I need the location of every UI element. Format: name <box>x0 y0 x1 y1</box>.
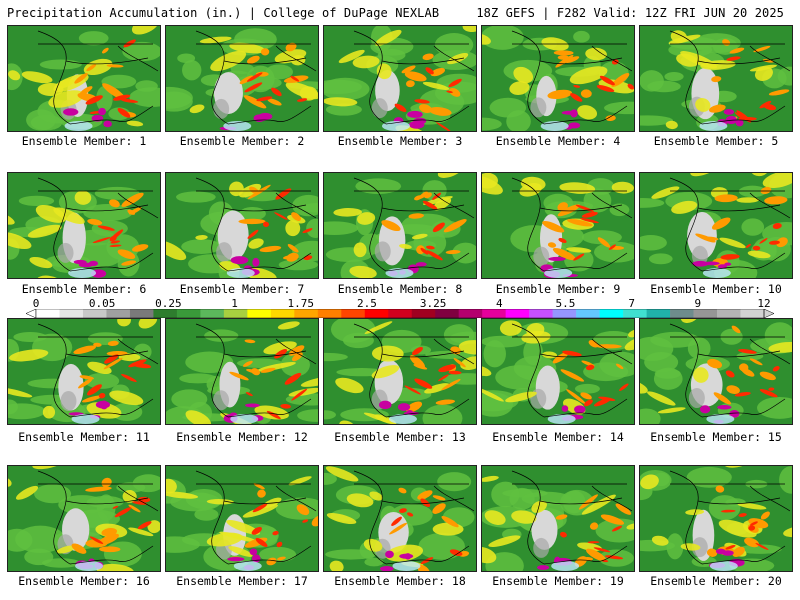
colorbar-swatch <box>176 309 201 318</box>
colorbar-tick-label: 4 <box>495 297 503 310</box>
ensemble-member-map <box>481 172 635 279</box>
ensemble-member-map <box>165 25 319 132</box>
colorbar-tick-label: 1 <box>231 297 238 310</box>
colorbar-swatch <box>482 309 506 318</box>
colorbar-max-arrow <box>763 309 774 318</box>
ensemble-member-label: Ensemble Member: 6 <box>21 282 147 296</box>
colorbar-tick-label: 1.75 <box>287 297 314 310</box>
ensemble-member-map <box>639 318 793 425</box>
colorbar-swatch <box>411 309 436 318</box>
colorbar-swatch <box>106 309 131 318</box>
ensemble-member-label: Ensemble Member: 2 <box>179 134 305 148</box>
colorbar-swatch <box>341 309 366 318</box>
ensemble-member-map <box>7 25 161 132</box>
colorbar-swatch <box>59 309 84 318</box>
colorbar-swatch <box>505 309 530 318</box>
colorbar-swatch <box>646 309 671 318</box>
ensemble-member-label: Ensemble Member: 8 <box>337 282 463 296</box>
product-title: Precipitation Accumulation (in.) | Colle… <box>7 6 440 20</box>
ensemble-member-label: Ensemble Member: 15 <box>650 430 782 444</box>
ensemble-member-label: Ensemble Member: 13 <box>334 430 466 444</box>
ensemble-member-map <box>639 465 793 572</box>
colorbar-tick-label: 0.25 <box>155 297 182 310</box>
ensemble-member-label: Ensemble Member: 1 <box>21 134 147 148</box>
ensemble-member-map <box>323 25 477 132</box>
colorbar-tick-label: 0 <box>32 297 40 310</box>
colorbar-swatch <box>693 309 718 318</box>
ensemble-member-map <box>639 25 793 132</box>
ensemble-member-map <box>481 465 635 572</box>
ensemble-member-label: Ensemble Member: 10 <box>650 282 782 296</box>
ensemble-member-map <box>323 172 477 279</box>
ensemble-member-label: Ensemble Member: 12 <box>176 430 308 444</box>
ensemble-member-label: Ensemble Member: 9 <box>495 282 621 296</box>
run-valid-time: 18Z GEFS | F282 Valid: 12Z FRI JUN 20 20… <box>476 6 784 20</box>
colorbar-swatch <box>529 309 553 318</box>
ensemble-member-map <box>323 465 477 572</box>
colorbar-swatch <box>435 309 460 318</box>
colorbar-swatch <box>576 309 600 318</box>
colorbar-min-arrow <box>26 309 37 318</box>
colorbar-swatch <box>317 309 342 318</box>
ensemble-member-map <box>323 318 477 425</box>
colorbar-swatch <box>247 309 272 318</box>
ensemble-member-map <box>481 25 635 132</box>
colorbar-swatch <box>364 309 389 318</box>
ensemble-member-map <box>165 318 319 425</box>
colorbar-swatch <box>388 309 413 318</box>
ensemble-member-label: Ensemble Member: 7 <box>179 282 305 296</box>
ensemble-member-label: Ensemble Member: 19 <box>492 574 624 588</box>
ensemble-member-map <box>7 465 161 572</box>
colorbar-swatch <box>599 309 624 318</box>
ensemble-member-label: Ensemble Member: 3 <box>337 134 463 148</box>
colorbar-swatch <box>129 309 154 318</box>
colorbar-swatch <box>82 309 107 318</box>
ensemble-member-map <box>481 318 635 425</box>
ensemble-member-label: Ensemble Member: 11 <box>18 430 150 444</box>
colorbar-swatch <box>294 309 319 318</box>
colorbar-swatch <box>223 309 248 318</box>
ensemble-member-label: Ensemble Member: 16 <box>18 574 150 588</box>
colorbar-swatch <box>153 309 178 318</box>
colorbar-swatch <box>717 309 741 318</box>
colorbar-swatch <box>270 309 295 318</box>
colorbar-swatch <box>670 309 694 318</box>
colorbar-swatch <box>458 309 483 318</box>
ensemble-member-map <box>639 172 793 279</box>
ensemble-member-label: Ensemble Member: 4 <box>495 134 621 148</box>
colorbar-swatch <box>740 309 765 318</box>
ensemble-member-label: Ensemble Member: 17 <box>176 574 308 588</box>
ensemble-member-label: Ensemble Member: 20 <box>650 574 782 588</box>
colorbar-swatch <box>623 309 647 318</box>
colorbar-tick-label: 2.5 <box>356 297 377 310</box>
colorbar-swatch <box>36 309 60 318</box>
colorbar-swatch <box>552 309 577 318</box>
ensemble-member-label: Ensemble Member: 5 <box>653 134 779 148</box>
colorbar-swatch <box>200 309 225 318</box>
colorbar-tick-label: 7 <box>628 297 635 310</box>
colorbar-tick-label: 5.5 <box>555 297 576 310</box>
ensemble-member-map <box>165 172 319 279</box>
colorbar-tick-label: 12 <box>757 297 771 310</box>
ensemble-member-map <box>7 318 161 425</box>
colorbar-tick-label: 3.25 <box>419 297 447 310</box>
ensemble-member-label: Ensemble Member: 14 <box>492 430 624 444</box>
color-scale-bar <box>26 309 774 318</box>
ensemble-member-label: Ensemble Member: 18 <box>334 574 466 588</box>
colorbar-tick-label: 9 <box>694 297 702 310</box>
colorbar-tick-label: 0.05 <box>88 297 116 310</box>
ensemble-member-map <box>165 465 319 572</box>
ensemble-member-map <box>7 172 161 279</box>
